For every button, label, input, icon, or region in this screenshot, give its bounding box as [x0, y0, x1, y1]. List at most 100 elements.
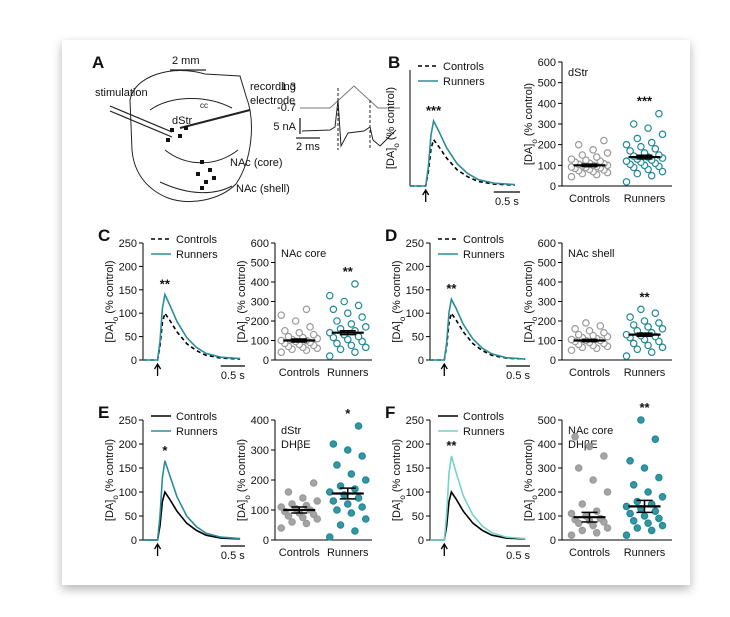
significance: **: [446, 438, 457, 453]
y-tick-label: 500: [251, 258, 269, 270]
y-tick-label: 250: [406, 238, 424, 250]
significance: **: [446, 281, 457, 296]
data-point: [302, 305, 311, 314]
subplot-title: dStr: [568, 67, 589, 79]
data-point: [354, 301, 363, 310]
sem-bar: [581, 511, 598, 523]
y-tick-label: 0: [418, 355, 424, 367]
data-point: [622, 140, 631, 149]
data-point: [647, 348, 656, 357]
y-axis-label-part: (% control): [391, 439, 403, 495]
y-tick-label: 0: [418, 535, 424, 547]
y-tick-label: 0: [263, 535, 269, 547]
y-tick-label: 200: [251, 475, 269, 487]
y-tick-label: 250: [119, 415, 137, 427]
scale-bar-label: 0.5 s: [221, 550, 245, 562]
subplot-subtitle: DHβE: [281, 439, 311, 451]
y-tick-label: 300: [538, 119, 556, 131]
label: 2 mm: [172, 55, 200, 67]
data-point: [585, 326, 594, 335]
data-point: [309, 330, 318, 339]
x-tick-label: Controls: [279, 547, 320, 559]
legend-label: Runners: [463, 249, 505, 261]
x-tick-label: Runners: [624, 367, 666, 379]
data-point: [281, 326, 289, 335]
label: NAc (shell): [236, 183, 290, 195]
y-tick-label: 100: [251, 336, 269, 348]
y-tick-label: 400: [251, 415, 269, 427]
data-point: [333, 461, 341, 469]
y-tick-label: 100: [119, 308, 137, 320]
y-axis-label-part: o: [243, 495, 252, 500]
data-point: [578, 500, 587, 508]
y-axis-label: [DA]o (% control): [385, 87, 401, 169]
y-axis-label-part: o: [398, 495, 407, 500]
y-axis-label-part: o: [111, 316, 120, 321]
y-tick-label: 0: [550, 181, 556, 193]
data-point: [633, 524, 642, 532]
subplot-title: dStr: [281, 425, 302, 437]
y-axis-label-part: (% control): [523, 439, 535, 495]
y-tick-label: 500: [538, 78, 556, 90]
data-point: [633, 169, 642, 178]
y-tick-label: 600: [538, 57, 556, 69]
subplot-title: NAc core: [568, 425, 613, 437]
y-axis-label-part: o: [530, 495, 539, 500]
x-tick-label: Controls: [569, 193, 610, 205]
data-point: [358, 503, 366, 511]
data-point: [629, 480, 638, 489]
y-axis-label: [DA]o (% control): [523, 439, 539, 521]
data-point: [284, 332, 293, 341]
label: stimulation: [95, 87, 148, 99]
corpus-callosum: [149, 98, 233, 111]
y-axis-label-part: (% control): [104, 260, 116, 316]
data-point: [589, 476, 597, 484]
data-point: [622, 352, 631, 360]
y-tick-label: 200: [251, 316, 269, 328]
data-point: [295, 328, 304, 337]
data-point: [284, 488, 293, 496]
data-point: [343, 335, 352, 344]
data-point: [354, 494, 363, 502]
schematic: [109, 69, 400, 202]
data-point: [655, 514, 663, 523]
data-point: [629, 516, 638, 525]
data-point: [306, 323, 314, 331]
data-point: [637, 305, 645, 314]
y-tick-label: 50: [125, 332, 137, 344]
y-axis-label-part: [DA]: [385, 148, 397, 169]
data-point: [644, 124, 652, 132]
data-point: [351, 280, 359, 288]
scale-bar-label: 0.5 s: [506, 550, 530, 562]
sem-bar: [581, 163, 598, 168]
data-point: [600, 452, 608, 460]
x-tick-label: Runners: [624, 193, 666, 205]
legend-label: Controls: [443, 61, 484, 73]
legend-label: Runners: [443, 76, 485, 88]
significance: **: [639, 289, 650, 304]
x-tick-label: Runners: [327, 547, 369, 559]
data-point: [600, 328, 608, 337]
label: 5 nA: [273, 121, 296, 133]
panel-label: E: [98, 403, 109, 422]
y-tick-label: 300: [538, 463, 556, 475]
data-point: [571, 324, 579, 333]
data-point: [325, 291, 334, 300]
y-tick-label: 200: [538, 316, 556, 328]
sem-bar: [581, 338, 598, 343]
y-axis-label-part: (% control): [104, 439, 116, 495]
data-point: [329, 497, 338, 505]
y-axis-label-part: [DA]: [104, 500, 116, 521]
data-point: [325, 488, 334, 496]
data-point: [658, 343, 667, 352]
data-point: [626, 313, 634, 321]
data-point: [655, 109, 663, 118]
y-axis-label-part: (% control): [391, 260, 403, 316]
data-point: [603, 524, 612, 532]
data-point: [651, 145, 660, 153]
data-point: [567, 172, 576, 181]
data-point: [329, 440, 338, 448]
y-tick-label: 200: [119, 261, 137, 273]
stimulus-arrow: [154, 362, 162, 376]
